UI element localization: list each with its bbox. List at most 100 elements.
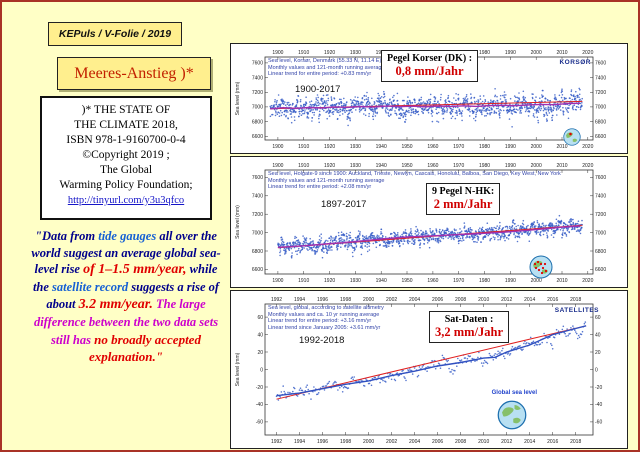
svg-text:1920: 1920 (324, 163, 335, 169)
svg-text:1960: 1960 (427, 163, 438, 169)
svg-text:1990: 1990 (505, 163, 516, 169)
svg-text:7200: 7200 (595, 212, 606, 218)
svg-text:2016: 2016 (547, 439, 558, 445)
chart-label-box: 9 Pegel N-HK: 2 mm/Jahr (426, 183, 501, 215)
svg-text:7000: 7000 (252, 230, 263, 236)
svg-text:1900: 1900 (272, 50, 283, 56)
svg-text:2000: 2000 (531, 163, 542, 169)
svg-text:7400: 7400 (252, 75, 263, 81)
svg-text:7600: 7600 (595, 61, 606, 67)
svg-text:2018: 2018 (570, 439, 581, 445)
svg-text:1998: 1998 (340, 297, 351, 303)
globe-icon (563, 128, 581, 146)
source-link[interactable]: http://tinyurl.com/y3u3qfco (67, 194, 185, 206)
svg-text:2018: 2018 (570, 297, 581, 303)
svg-text:2020: 2020 (582, 163, 593, 169)
svg-text:1990: 1990 (505, 144, 516, 150)
svg-text:2004: 2004 (409, 297, 420, 303)
svg-text:2020: 2020 (582, 144, 593, 150)
svg-text:2010: 2010 (556, 144, 567, 150)
svg-text:1960: 1960 (427, 278, 438, 284)
svg-text:2008: 2008 (455, 297, 466, 303)
chart-period-label: 1992-2018 (299, 335, 345, 346)
svg-text:7400: 7400 (595, 194, 606, 200)
page-title: Meeres-Anstieg )* (74, 64, 194, 82)
chart-label-box: Pegel Korser (DK) : 0,8 mm/Jahr (381, 50, 479, 82)
svg-text:1920: 1920 (324, 50, 335, 56)
svg-text:1990: 1990 (505, 278, 516, 284)
svg-text:1994: 1994 (294, 297, 305, 303)
svg-text:1940: 1940 (376, 163, 387, 169)
svg-text:6600: 6600 (252, 134, 263, 140)
svg-text:20: 20 (257, 350, 263, 356)
svg-text:7600: 7600 (252, 61, 263, 67)
svg-text:-20: -20 (595, 385, 602, 391)
slide-title-box: Meeres-Anstieg )* (57, 57, 211, 90)
svg-text:2010: 2010 (556, 163, 567, 169)
svg-text:Sea level (mm): Sea level (mm) (235, 81, 241, 115)
svg-text:1980: 1980 (479, 144, 490, 150)
svg-text:2000: 2000 (363, 439, 374, 445)
chart-period-label: 1900-2017 (295, 84, 341, 95)
svg-text:2014: 2014 (524, 439, 535, 445)
label-box-value: 0,8 mm/Jahr (395, 64, 464, 78)
chart-description: Sea level, Holgate-9 since 1900: Aucklan… (268, 171, 561, 191)
svg-text:6600: 6600 (595, 267, 606, 273)
svg-text:2010: 2010 (478, 297, 489, 303)
svg-text:1930: 1930 (350, 163, 361, 169)
label-box-title: Sat-Daten : (444, 314, 494, 325)
svg-text:7400: 7400 (595, 75, 606, 81)
svg-text:1970: 1970 (453, 163, 464, 169)
svg-text:2020: 2020 (582, 50, 593, 56)
svg-text:2002: 2002 (386, 297, 397, 303)
svg-text:1994: 1994 (294, 439, 305, 445)
global-sea-level-label: Global sea level (491, 390, 537, 396)
svg-text:1920: 1920 (324, 278, 335, 284)
svg-text:2016: 2016 (547, 297, 558, 303)
svg-text:2002: 2002 (386, 439, 397, 445)
svg-text:2006: 2006 (432, 439, 443, 445)
svg-text:1910: 1910 (298, 50, 309, 56)
svg-text:2000: 2000 (531, 50, 542, 56)
svg-text:7200: 7200 (595, 90, 606, 96)
station-name-label: KORSØR (559, 59, 591, 66)
source-box: )* THE STATE OF THE CLIMATE 2018, ISBN 9… (40, 96, 212, 220)
svg-text:7000: 7000 (252, 105, 263, 111)
svg-text:7000: 7000 (595, 230, 606, 236)
svg-text:2014: 2014 (524, 297, 535, 303)
svg-text:1900: 1900 (272, 278, 283, 284)
chart-panel-korsor: 1900190019101910192019201930193019401940… (230, 43, 628, 154)
svg-text:6800: 6800 (252, 249, 263, 255)
svg-text:6800: 6800 (595, 119, 606, 125)
svg-text:1920: 1920 (324, 144, 335, 150)
svg-text:40: 40 (257, 332, 263, 338)
svg-text:1980: 1980 (479, 163, 490, 169)
svg-text:-60: -60 (595, 420, 602, 426)
svg-text:2010: 2010 (478, 439, 489, 445)
chart-panel-satellite: 1992 1992 1994 1994 1996 1996 1998 1998 2000 2000… (230, 290, 628, 449)
svg-text:0: 0 (260, 367, 263, 373)
svg-text:60: 60 (257, 315, 263, 321)
svg-text:1992: 1992 (271, 439, 282, 445)
svg-text:7600: 7600 (252, 175, 263, 181)
svg-text:7200: 7200 (252, 212, 263, 218)
header-badge: KEPuls / V-Folie / 2019 (48, 22, 182, 46)
svg-text:1940: 1940 (376, 278, 387, 284)
svg-text:1950: 1950 (401, 144, 412, 150)
chart-description: Sea level, global, according to satellit… (268, 305, 384, 331)
svg-text:2000: 2000 (363, 297, 374, 303)
svg-text:6800: 6800 (595, 249, 606, 255)
svg-text:2004: 2004 (409, 439, 420, 445)
svg-text:2006: 2006 (432, 297, 443, 303)
svg-text:Sea level (mm): Sea level (mm) (235, 352, 241, 386)
svg-text:7600: 7600 (595, 175, 606, 181)
svg-text:2012: 2012 (501, 297, 512, 303)
svg-text:1900: 1900 (272, 163, 283, 169)
svg-text:7200: 7200 (252, 90, 263, 96)
label-box-title: Pegel Korser (DK) : (387, 53, 473, 64)
svg-text:1980: 1980 (479, 278, 490, 284)
svg-text:1930: 1930 (350, 278, 361, 284)
globe-stations-icon (529, 255, 553, 279)
svg-text:1910: 1910 (298, 144, 309, 150)
